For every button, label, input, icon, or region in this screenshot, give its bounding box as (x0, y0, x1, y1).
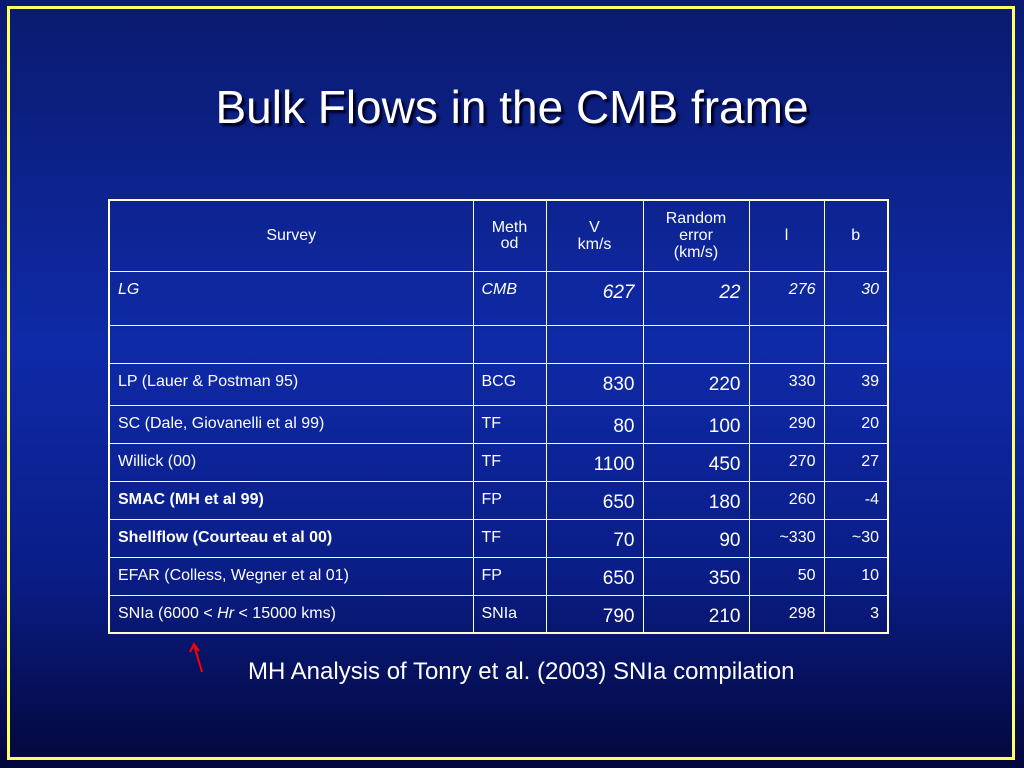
header-v: V km/s (545, 199, 644, 272)
table-row: SMAC (MH et al 99) FP 650 180 260 -4 (108, 480, 889, 520)
survey-text-part: < 15000 kms) (234, 604, 336, 622)
cell-b: 30 (823, 270, 889, 326)
table-header-row: Survey Meth od V km/s Random error (km/s… (108, 199, 889, 272)
cell-v: 790 (545, 594, 644, 634)
cell-method: TF (472, 404, 547, 444)
header-method-line1: Meth (491, 218, 528, 236)
cell-l: 50 (748, 556, 825, 596)
survey-text-part: SNIa (6000 < (118, 604, 218, 622)
table-row: SC (Dale, Giovanelli et al 99) TF 80 100… (108, 404, 889, 444)
cell-b: -4 (823, 480, 889, 520)
cell-error: 22 (642, 270, 750, 326)
header-survey: Survey (108, 199, 474, 272)
table-row: Willick (00) TF 1100 450 270 27 (108, 442, 889, 482)
survey-text-part-italic: Hr (217, 604, 235, 622)
cell-survey: EFAR (Colless, Wegner et al 01) (108, 556, 474, 596)
table-row: EFAR (Colless, Wegner et al 01) FP 650 3… (108, 556, 889, 596)
table-row-empty (108, 324, 889, 364)
cell-method: CMB (472, 270, 547, 326)
cell-l: 298 (748, 594, 825, 634)
table-row: SNIa (6000 < Hr < 15000 kms) SNIa 790 21… (108, 594, 889, 634)
cell-v: 650 (545, 556, 644, 596)
cell-b: 10 (823, 556, 889, 596)
cell-method: FP (472, 556, 547, 596)
header-l: l (748, 199, 825, 272)
table-row: LP (Lauer & Postman 95) BCG 830 220 330 … (108, 362, 889, 406)
cell-empty (108, 324, 474, 364)
cell-empty (642, 324, 750, 364)
header-method-line2: od (500, 234, 519, 252)
cell-l: 330 (748, 362, 825, 406)
cell-survey: Shellflow (Courteau et al 00) (108, 518, 474, 558)
cell-error: 90 (642, 518, 750, 558)
slide-title: Bulk Flows in the CMB frame (215, 81, 809, 133)
slide-frame (7, 6, 1015, 760)
header-random-error: Random error (km/s) (642, 199, 750, 272)
cell-v: 830 (545, 362, 644, 406)
cell-method: BCG (472, 362, 547, 406)
cell-error: 220 (642, 362, 750, 406)
table-row: Shellflow (Courteau et al 00) TF 70 90 ~… (108, 518, 889, 558)
red-arrow-icon (189, 642, 203, 673)
header-error-line1: Random (665, 210, 727, 228)
cell-survey: Willick (00) (108, 442, 474, 482)
cell-error: 450 (642, 442, 750, 482)
cell-v: 70 (545, 518, 644, 558)
cell-empty (472, 324, 547, 364)
cell-v: 650 (545, 480, 644, 520)
table-row-lg: LG CMB 627 22 276 30 (108, 270, 889, 326)
cell-method: TF (472, 442, 547, 482)
caption: MH Analysis of Tonry et al. (2003) SNIa … (248, 658, 795, 685)
cell-l: 276 (748, 270, 825, 326)
cell-error: 210 (642, 594, 750, 634)
bulk-flows-table: Survey Meth od V km/s Random error (km/s… (108, 199, 889, 634)
header-error-line3: (km/s) (673, 244, 719, 262)
cell-error: 180 (642, 480, 750, 520)
cell-survey: SNIa (6000 < Hr < 15000 kms) (108, 594, 474, 634)
cell-b: 27 (823, 442, 889, 482)
header-error-line2: error (679, 227, 713, 245)
cell-v: 1100 (545, 442, 644, 482)
cell-l: 260 (748, 480, 825, 520)
cell-error: 350 (642, 556, 750, 596)
cell-survey: SC (Dale, Giovanelli et al 99) (108, 404, 474, 444)
header-v-line1: V (589, 218, 600, 236)
cell-empty (823, 324, 889, 364)
cell-b: 39 (823, 362, 889, 406)
cell-method: SNIa (472, 594, 547, 634)
cell-v: 627 (545, 270, 644, 326)
cell-v: 80 (545, 404, 644, 444)
header-v-line2: km/s (577, 235, 612, 253)
cell-l: 270 (748, 442, 825, 482)
cell-survey: SMAC (MH et al 99) (108, 480, 474, 520)
cell-l: 290 (748, 404, 825, 444)
cell-error: 100 (642, 404, 750, 444)
cell-empty (545, 324, 644, 364)
cell-survey: LP (Lauer & Postman 95) (108, 362, 474, 406)
cell-b: ~30 (823, 518, 889, 558)
cell-b: 20 (823, 404, 889, 444)
cell-method: FP (472, 480, 547, 520)
cell-method: TF (472, 518, 547, 558)
cell-b: 3 (823, 594, 889, 634)
header-b: b (823, 199, 889, 272)
header-method: Meth od (472, 199, 547, 272)
cell-l: ~330 (748, 518, 825, 558)
cell-empty (748, 324, 825, 364)
cell-survey: LG (108, 270, 474, 326)
